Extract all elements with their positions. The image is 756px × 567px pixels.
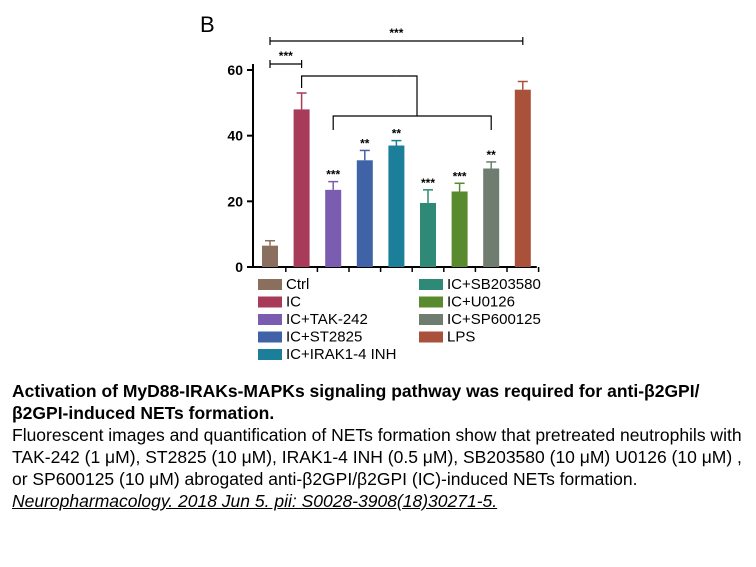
caption-citation-link[interactable]: Neuropharmacology. 2018 Jun 5. pii: S002…: [12, 491, 498, 511]
connector-ic: [301, 75, 397, 88]
bracket-label: ***: [279, 49, 293, 63]
caption-title: Activation of MyD88-IRAKs-MAPKs signalin…: [12, 381, 700, 423]
bar-6: [420, 202, 436, 267]
legend-label: IC+IRAK1-4 INH: [286, 346, 396, 363]
connector-drop: [396, 75, 418, 100]
significance-label: **: [360, 136, 370, 150]
significance-label: ***: [421, 176, 435, 190]
significance-label: ***: [326, 168, 340, 182]
bar-4: [356, 160, 373, 267]
figure-caption: Activation of MyD88-IRAKs-MAPKs signalin…: [12, 380, 752, 512]
bar-3: [325, 189, 342, 267]
bar-1: [262, 245, 278, 267]
significance-label: **: [487, 148, 497, 162]
legend-label: IC+SP600125: [447, 311, 541, 328]
legend-swatch-left-5: [258, 349, 282, 360]
y-tick-label: 60: [227, 62, 243, 78]
bracket-label: ***: [389, 26, 403, 40]
legend-label: LPS: [447, 329, 475, 346]
legend-label: Ctrl: [286, 276, 309, 293]
legend-swatch-right-2: [419, 296, 443, 308]
legend-label: IC+SB203580: [447, 276, 541, 293]
bar-9: [514, 89, 531, 267]
significance-label: ***: [453, 169, 467, 183]
caption-body: Fluorescent images and quantification of…: [12, 425, 742, 489]
legend-swatch-left-2: [258, 296, 282, 308]
connector-treatments: [332, 115, 492, 130]
y-tick-label: 0: [235, 259, 243, 275]
bar-7: [451, 191, 468, 267]
significance-label: **: [392, 127, 402, 141]
legend-swatch-right-4: [419, 331, 443, 343]
legend-swatch-left-1: [258, 279, 282, 290]
y-tick-label: 20: [227, 193, 243, 209]
legend-label: IC+ST2825: [286, 329, 362, 346]
legend-swatch-right-1: [419, 279, 443, 290]
legend-label: IC+U0126: [447, 294, 515, 311]
legend-label: IC: [286, 294, 301, 311]
legend-swatch-left-4: [258, 331, 282, 343]
legend-swatch-right-3: [419, 314, 443, 325]
bar-5: [388, 145, 405, 267]
legend-label: IC+TAK-242: [286, 311, 368, 328]
y-tick-label: 40: [227, 128, 243, 144]
legend-swatch-left-3: [258, 314, 282, 325]
bar-8: [483, 168, 500, 267]
panel-label: B: [200, 12, 215, 37]
bar-2: [293, 109, 310, 268]
